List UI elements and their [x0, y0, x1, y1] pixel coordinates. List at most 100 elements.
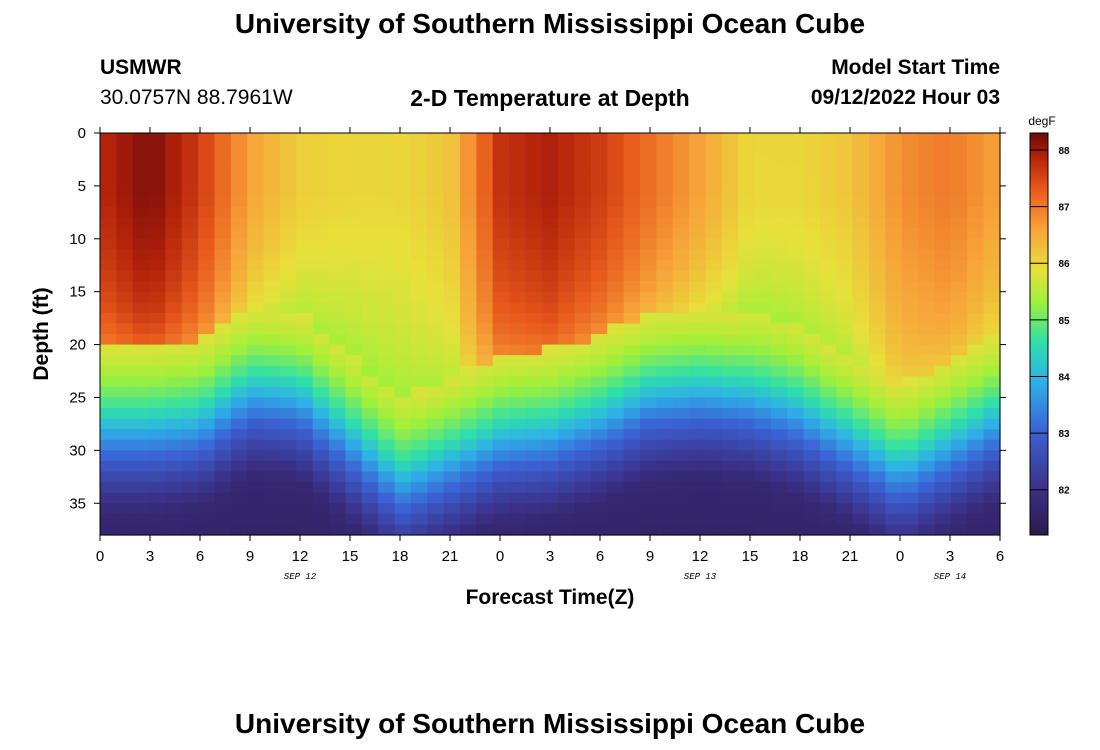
heatmap-cell	[394, 376, 412, 388]
heatmap-cell	[656, 312, 674, 325]
heatmap-cell	[803, 503, 821, 515]
heatmap-cell	[640, 513, 657, 526]
heatmap-cell	[738, 513, 756, 526]
heatmap-cell	[312, 365, 330, 377]
heatmap-cell	[672, 376, 690, 388]
heatmap-cell	[165, 344, 183, 356]
heatmap-cell	[656, 238, 674, 250]
heatmap-cell	[263, 376, 281, 388]
heatmap-cell	[574, 365, 592, 377]
heatmap-cell	[983, 386, 1001, 399]
heatmap-cell	[770, 344, 788, 356]
heatmap-cell	[721, 524, 739, 536]
heatmap-cell	[918, 365, 936, 377]
heatmap-cell	[263, 249, 281, 261]
heatmap-cell	[689, 355, 707, 367]
heatmap-cell	[901, 376, 919, 388]
heatmap-cell	[705, 503, 723, 515]
heatmap-cell	[181, 397, 199, 409]
heatmap-cell	[247, 397, 265, 409]
heatmap-cell	[312, 439, 330, 451]
heatmap-cell	[754, 217, 772, 229]
heatmap-cell	[689, 376, 707, 388]
heatmap-cell	[247, 503, 265, 515]
heatmap-cell	[590, 133, 608, 145]
heatmap-cell	[427, 196, 445, 208]
heatmap-cell	[329, 439, 347, 451]
heatmap-cell	[885, 249, 903, 261]
heatmap-cell	[132, 323, 150, 335]
heatmap-cell	[950, 185, 968, 198]
heatmap-cell	[934, 249, 952, 261]
heatmap-cell	[132, 228, 150, 240]
heatmap-cell	[721, 482, 739, 494]
heatmap-cell	[738, 185, 756, 198]
heatmap-cell	[640, 429, 657, 441]
heatmap-cell	[165, 228, 183, 240]
heatmap-cell	[280, 418, 297, 430]
heatmap-cell	[492, 344, 510, 356]
heatmap-cell	[967, 386, 985, 399]
heatmap-cell	[263, 386, 281, 399]
heatmap-cell	[983, 513, 1001, 526]
heatmap-cell	[934, 175, 952, 187]
heatmap-cell	[165, 429, 183, 441]
heatmap-cell	[100, 312, 117, 325]
heatmap-cell	[721, 228, 739, 240]
heatmap-cell	[443, 460, 461, 473]
heatmap-cell	[738, 291, 756, 303]
heatmap-cell	[460, 450, 477, 462]
heatmap-cell	[280, 133, 297, 145]
heatmap-cell	[754, 386, 772, 399]
heatmap-cell	[803, 439, 821, 451]
heatmap-cell	[689, 302, 707, 314]
heatmap-cell	[590, 429, 608, 441]
heatmap-cell	[312, 386, 330, 399]
heatmap-cell	[607, 355, 625, 367]
heatmap-cell	[427, 323, 445, 335]
heatmap-cell	[721, 344, 739, 356]
heatmap-cell	[296, 365, 314, 377]
heatmap-cell	[721, 418, 739, 430]
heatmap-cell	[721, 238, 739, 250]
heatmap-cell	[427, 386, 445, 399]
heatmap-cell	[558, 397, 576, 409]
heatmap-cell	[656, 355, 674, 367]
heatmap-cell	[607, 323, 625, 335]
heatmap-cell	[918, 513, 936, 526]
heatmap-cell	[541, 175, 559, 187]
heatmap-cell	[345, 175, 363, 187]
heatmap-cell	[410, 238, 428, 250]
heatmap-cell	[820, 164, 837, 176]
heatmap-cell	[181, 249, 199, 261]
heatmap-cell	[852, 154, 870, 166]
heatmap-cell	[918, 344, 936, 356]
model-start-time: 09/12/2022 Hour 03	[810, 86, 1000, 109]
heatmap-cell	[181, 281, 199, 293]
heatmap-cell	[672, 185, 690, 198]
heatmap-cell	[656, 185, 674, 198]
heatmap-cell	[918, 281, 936, 293]
heatmap-cell	[509, 323, 527, 335]
heatmap-cell	[918, 291, 936, 303]
heatmap-cell	[901, 334, 919, 346]
heatmap-cell	[623, 302, 641, 314]
heatmap-cell	[329, 281, 347, 293]
heatmap-cell	[934, 196, 952, 208]
heatmap-cell	[541, 164, 559, 176]
heatmap-cell	[492, 334, 510, 346]
heatmap-cell	[312, 270, 330, 282]
heatmap-cell	[525, 408, 543, 420]
heatmap-cell	[394, 513, 412, 526]
heatmap-cell	[967, 524, 985, 536]
heatmap-cell	[460, 302, 477, 314]
heatmap-cell	[672, 164, 690, 176]
heatmap-cell	[770, 164, 788, 176]
heatmap-cell	[198, 429, 216, 441]
heatmap-cell	[149, 365, 167, 377]
heatmap-cell	[738, 482, 756, 494]
heatmap-cell	[558, 185, 576, 198]
heatmap-cell	[165, 133, 183, 145]
heatmap-cell	[525, 429, 543, 441]
heatmap-cell	[263, 302, 281, 314]
